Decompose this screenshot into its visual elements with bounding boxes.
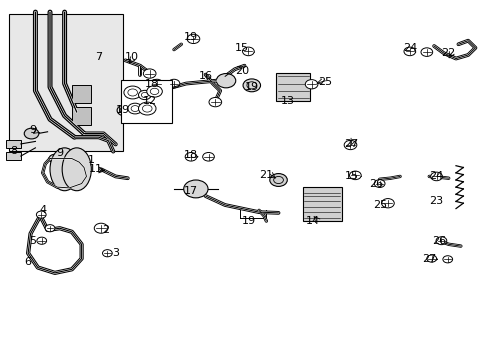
Text: 16: 16 [198, 71, 212, 81]
Circle shape [435, 237, 446, 245]
Circle shape [242, 47, 254, 56]
Text: 9: 9 [56, 148, 63, 158]
Circle shape [403, 47, 415, 56]
Circle shape [151, 79, 163, 88]
Text: 8: 8 [10, 147, 17, 157]
Circle shape [420, 48, 432, 57]
Text: 15: 15 [235, 43, 248, 53]
Text: 27: 27 [421, 253, 435, 264]
Bar [6, 140, 21, 148]
Text: 25: 25 [373, 200, 387, 210]
Text: 23: 23 [428, 197, 443, 206]
Text: 10: 10 [124, 52, 139, 62]
Circle shape [102, 249, 112, 257]
Text: 21: 21 [259, 170, 273, 180]
Text: 18: 18 [183, 150, 198, 160]
Circle shape [349, 171, 361, 180]
Ellipse shape [50, 148, 79, 191]
Circle shape [344, 140, 356, 150]
Text: 5: 5 [29, 236, 37, 246]
Circle shape [146, 86, 162, 97]
Text: 24: 24 [428, 171, 443, 181]
Bar [72, 85, 91, 103]
Text: 25: 25 [317, 77, 331, 87]
Circle shape [168, 79, 180, 88]
Circle shape [138, 90, 151, 100]
Circle shape [24, 128, 39, 139]
Text: 27: 27 [344, 139, 358, 149]
Text: 19: 19 [116, 105, 130, 115]
Text: 3: 3 [112, 248, 119, 258]
Text: 6: 6 [24, 257, 32, 267]
Circle shape [127, 103, 142, 114]
Bar [72, 107, 91, 125]
Text: 19: 19 [242, 216, 256, 226]
Text: 19: 19 [183, 32, 198, 42]
Circle shape [426, 255, 436, 262]
Text: 22: 22 [441, 48, 455, 58]
Bar [276, 73, 309, 102]
Bar [302, 187, 341, 221]
Circle shape [305, 80, 317, 89]
Circle shape [36, 211, 46, 218]
Text: 24: 24 [402, 43, 416, 53]
Text: 13: 13 [281, 96, 295, 107]
Text: 7: 7 [95, 52, 102, 62]
Ellipse shape [62, 148, 91, 191]
Polygon shape [9, 14, 122, 152]
Text: 26: 26 [431, 236, 445, 246]
Text: 18: 18 [145, 78, 159, 89]
Circle shape [94, 223, 108, 233]
Circle shape [442, 256, 452, 263]
Text: 17: 17 [183, 186, 198, 196]
Circle shape [49, 154, 61, 163]
Text: 4: 4 [39, 205, 46, 215]
Text: 15: 15 [344, 171, 358, 181]
Circle shape [373, 180, 384, 188]
Bar [6, 153, 21, 160]
Text: 12: 12 [142, 96, 157, 107]
Text: 1: 1 [88, 156, 95, 165]
Circle shape [183, 180, 207, 198]
Bar [120, 80, 171, 123]
Circle shape [187, 34, 200, 44]
Text: 14: 14 [305, 216, 319, 226]
Circle shape [216, 73, 235, 88]
Circle shape [185, 153, 197, 161]
Text: 9: 9 [29, 125, 37, 135]
Circle shape [37, 237, 46, 244]
Circle shape [202, 153, 214, 161]
Circle shape [138, 102, 156, 115]
Circle shape [45, 225, 55, 232]
Text: 26: 26 [368, 179, 382, 189]
Circle shape [430, 172, 442, 181]
Circle shape [269, 174, 287, 186]
Circle shape [208, 98, 221, 107]
Circle shape [143, 69, 156, 78]
Text: 2: 2 [102, 225, 109, 235]
Circle shape [123, 86, 141, 99]
Text: 19: 19 [244, 82, 258, 92]
Circle shape [243, 79, 260, 92]
Text: 20: 20 [235, 66, 248, 76]
Circle shape [381, 199, 393, 208]
Text: 11: 11 [89, 164, 103, 174]
